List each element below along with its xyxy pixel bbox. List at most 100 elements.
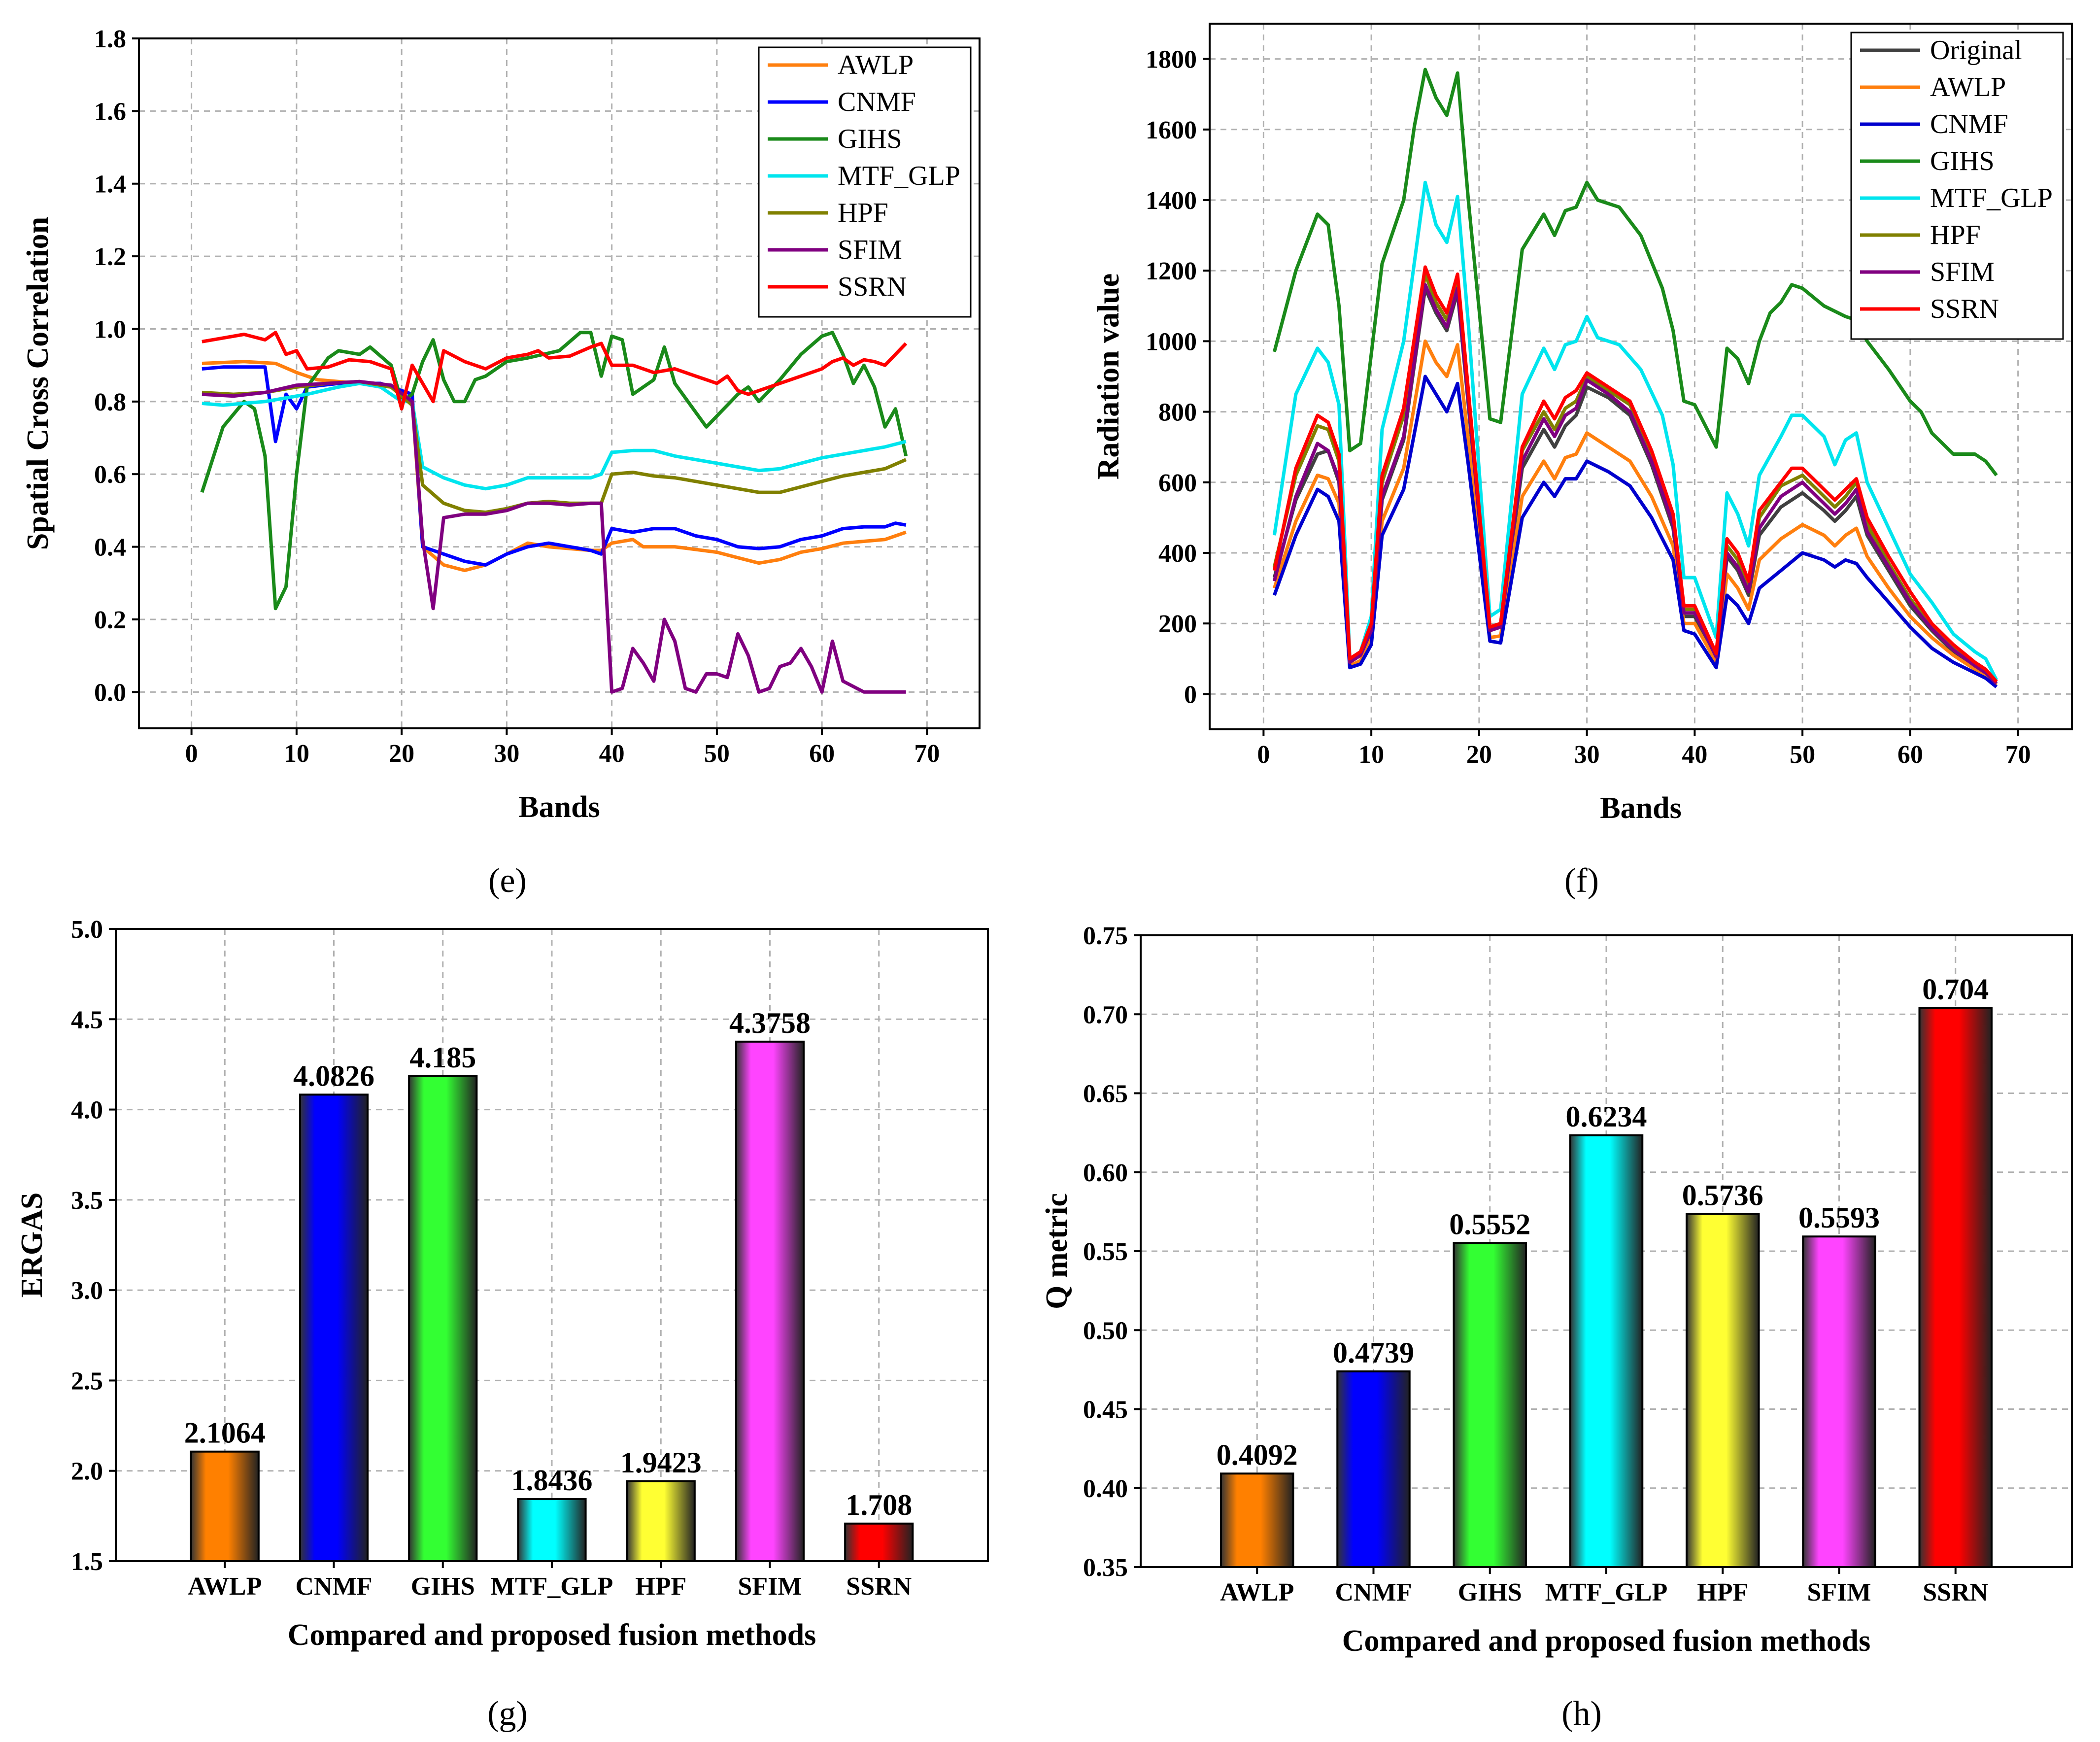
bar-ssrn <box>1918 1007 1993 1568</box>
bar-value-label: 0.5593 <box>1798 1201 1880 1234</box>
x-tick-label: 40 <box>1682 741 1707 769</box>
legend-entry: AWLP <box>838 50 914 80</box>
bar-awlp <box>1220 1472 1294 1568</box>
y-tick-label: 1800 <box>1146 46 1197 74</box>
y-tick-label: 0.8 <box>94 388 126 416</box>
legend: Original AWLP CNMF GIHS MTF_GLP HPF SFIM SSRN <box>1850 32 2064 340</box>
y-tick-label: 1.0 <box>94 315 126 343</box>
y-tick-label: 0.4 <box>94 534 126 562</box>
y-tick-label: 2.0 <box>71 1458 103 1486</box>
x-axis-label: Compared and proposed fusion methods <box>288 1618 816 1652</box>
plot-frame <box>138 37 981 729</box>
y-tick-label: 0.60 <box>1083 1159 1128 1187</box>
x-tick-label: 10 <box>284 740 309 768</box>
x-tick-label: 60 <box>1897 741 1923 769</box>
x-tick-label: AWLP <box>1220 1578 1294 1606</box>
legend-box <box>1850 32 2064 340</box>
y-tick-label: 800 <box>1158 399 1197 427</box>
x-tick-label: 10 <box>1358 741 1384 769</box>
series-line-mtf_glp <box>1272 180 1998 681</box>
bar-cnmf <box>299 1093 369 1563</box>
bar-sfim <box>1802 1235 1876 1569</box>
x-tick-label: 20 <box>1466 741 1492 769</box>
y-tick-label: 1.8 <box>94 25 126 53</box>
bar-value-label: 4.185 <box>409 1041 476 1074</box>
y-tick-label: 5.0 <box>71 916 103 944</box>
panel-label: (f) <box>1564 862 1599 900</box>
x-tick-label: 40 <box>599 740 625 768</box>
y-tick-label: 0.2 <box>94 606 126 634</box>
bar-value-label: 2.1064 <box>184 1417 266 1449</box>
x-axis-label: Bands <box>518 790 600 824</box>
chart-e: 0 10 20 30 40 50 60 70 0.0 0.2 0.4 0.6 0.8 1.0 1.2 1.4 1… <box>21 25 981 900</box>
legend-entry: MTF_GLP <box>838 161 960 191</box>
y-tick-label: 0.70 <box>1083 1001 1128 1029</box>
y-tick-label: 0.35 <box>1083 1554 1128 1582</box>
x-tick-label: 0 <box>185 740 198 768</box>
x-tick-label: 20 <box>389 740 414 768</box>
y-tick-label: 0.65 <box>1083 1080 1128 1108</box>
bar-value-label: 0.704 <box>1922 973 1989 1005</box>
x-tick-label: SSRN <box>846 1572 912 1601</box>
x-tick-label: SSRN <box>1923 1578 1988 1606</box>
legend-entry: AWLP <box>1930 72 2006 102</box>
y-tick-label: 1.6 <box>94 98 126 126</box>
x-tick-label: GIHS <box>411 1572 475 1601</box>
x-tick-label: AWLP <box>188 1572 262 1601</box>
bar-value-label: 0.5736 <box>1682 1179 1763 1211</box>
legend-entry: MTF_GLP <box>1930 183 2053 213</box>
x-tick-label: 30 <box>1574 741 1600 769</box>
legend-entry: GIHS <box>1930 146 1995 176</box>
y-tick-label: 1600 <box>1146 116 1197 144</box>
legend-entry: CNMF <box>838 87 916 117</box>
panel-label: (g) <box>487 1695 528 1733</box>
chart-g: 2.1064 4.0826 4.185 1.8436 1.9423 4.3758 1.708… <box>15 916 989 1733</box>
y-tick-label: 0.0 <box>94 679 126 707</box>
y-tick-label: 1.4 <box>94 171 126 199</box>
series-line-ssrn <box>1272 265 1998 683</box>
bar-gihs <box>408 1075 478 1562</box>
y-tick-label: 3.5 <box>71 1187 103 1215</box>
bar-value-label: 0.4739 <box>1333 1336 1414 1369</box>
y-tick-label: 400 <box>1158 540 1197 568</box>
x-tick-label: 70 <box>2005 741 2031 769</box>
y-tick-label: 0.50 <box>1083 1317 1128 1345</box>
x-tick-label: 50 <box>1790 741 1815 769</box>
y-tick-label: 1400 <box>1146 187 1197 215</box>
legend-entry: Original <box>1930 35 2022 66</box>
y-tick-label: 4.0 <box>71 1096 103 1125</box>
y-tick-label: 1000 <box>1146 328 1197 356</box>
x-tick-label: 60 <box>809 740 835 768</box>
bar-hpf <box>626 1480 696 1563</box>
y-tick-label: 1.2 <box>94 243 126 271</box>
y-axis-label: Radiation value <box>1092 273 1125 480</box>
bar-value-label: 4.3758 <box>729 1007 811 1039</box>
x-axis-label: Bands <box>1600 791 1681 825</box>
x-tick-label: CNMF <box>1335 1578 1412 1606</box>
y-tick-label: 0.75 <box>1083 922 1128 950</box>
x-tick-label: MTF_GLP <box>1545 1578 1667 1606</box>
panel-label: (e) <box>488 862 527 900</box>
y-tick-label: 4.5 <box>71 1006 103 1034</box>
legend-entry: CNMF <box>1930 109 2008 139</box>
series-line-sfim <box>202 379 906 694</box>
bar-value-label: 0.4092 <box>1217 1438 1298 1471</box>
bar-value-label: 1.9423 <box>620 1446 702 1479</box>
y-axis-label: Q metric <box>1040 1193 1074 1309</box>
y-axis-label: Spatial Cross Correlation <box>21 217 55 550</box>
legend-entry: GIHS <box>838 124 902 154</box>
x-tick-label: 30 <box>494 740 519 768</box>
y-tick-label: 200 <box>1158 610 1197 638</box>
x-tick-label: CNMF <box>296 1572 373 1601</box>
plot-frame <box>1209 23 2073 730</box>
x-tick-label: SFIM <box>1807 1578 1871 1606</box>
x-tick-label: 70 <box>914 740 940 768</box>
y-tick-label: 0.55 <box>1083 1238 1128 1266</box>
panel-label: (h) <box>1561 1695 1602 1733</box>
y-tick-label: 0.6 <box>94 461 126 489</box>
x-tick-label: MTF_GLP <box>491 1572 613 1601</box>
bar-value-label: 0.6234 <box>1566 1100 1647 1133</box>
bar-ssrn <box>844 1522 914 1563</box>
y-tick-label: 1200 <box>1146 257 1197 285</box>
bar-mtf_glp <box>517 1498 587 1563</box>
